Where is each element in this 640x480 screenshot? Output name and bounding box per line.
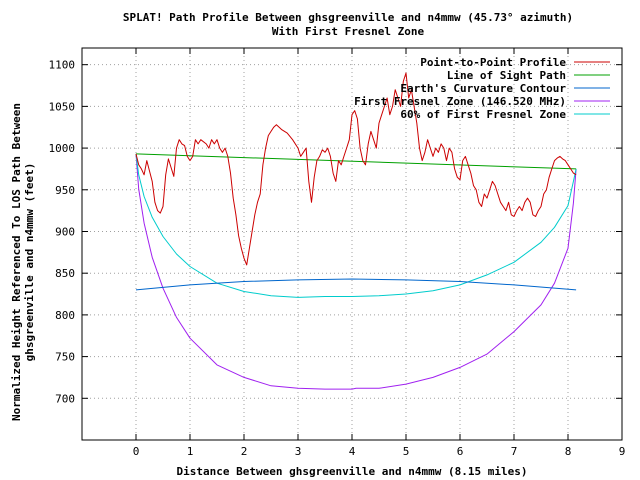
x-tick-label: 9 [619,445,626,458]
legend-label: Earth's Curvature Contour [400,82,566,95]
series-line-3 [135,153,577,390]
y-tick-label: 900 [55,225,75,238]
legend-label: 60% of First Fresnel Zone [400,108,566,121]
x-tick-label: 0 [133,445,140,458]
x-tick-label: 4 [349,445,356,458]
x-tick-label: 3 [295,445,302,458]
y-tick-label: 800 [55,309,75,322]
x-tick-label: 2 [241,445,248,458]
y-tick-label: 750 [55,351,75,364]
y-tick-label: 950 [55,184,75,197]
chart-title: SPLAT! Path Profile Between ghsgreenvill… [123,11,573,24]
x-tick-label: 7 [511,445,518,458]
x-tick-label: 5 [403,445,410,458]
y-tick-label: 1050 [49,100,76,113]
series-line-1 [135,153,577,170]
y-tick-label: 850 [55,267,75,280]
legend-label: First Fresnel Zone (146.520 MHz) [354,95,566,108]
chart-subtitle: With First Fresnel Zone [272,25,425,38]
y-axis-label-line-1: Normalized Height Referenced To LOS Path… [10,103,23,421]
x-tick-label: 8 [565,445,572,458]
x-axis-label: Distance Between ghsgreenville and n4mmw… [177,465,528,478]
y-tick-label: 1100 [49,59,76,72]
x-tick-label: 1 [187,445,194,458]
tick-layer: 0 1 2 3 4 5 6 7 8 9 700 750 800 850 900 950 1000 1050 1100 [49,48,626,458]
series-line-4 [135,153,577,298]
legend-label: Point-to-Point Profile [420,56,566,69]
series-layer [135,72,577,390]
x-tick-label: 6 [457,445,464,458]
y-axis-label: Normalized Height Referenced To LOS Path… [10,103,36,421]
y-tick-label: 1000 [49,142,76,155]
series-line-0 [135,72,577,266]
legend-label: Line of Sight Path [447,69,566,82]
y-tick-label: 700 [55,392,75,405]
series-line-2 [135,278,577,291]
y-axis-label-line-2: ghsgreenville and n4mmw (feet) [23,163,36,362]
